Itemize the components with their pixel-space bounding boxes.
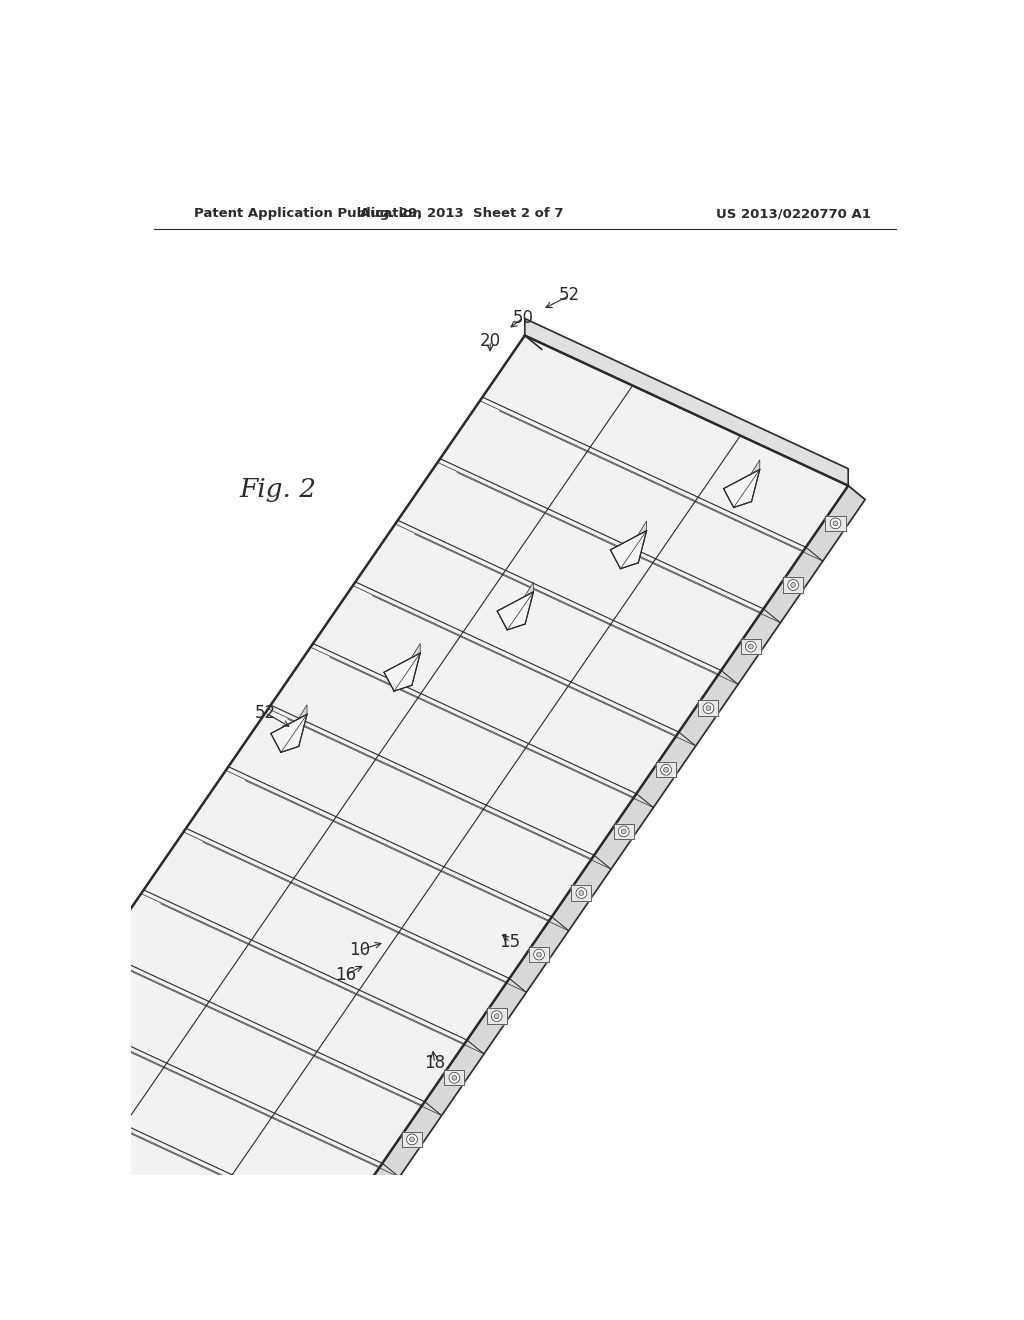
Polygon shape	[384, 653, 420, 692]
Circle shape	[325, 1261, 330, 1265]
Circle shape	[368, 1199, 372, 1204]
Text: 10: 10	[349, 941, 371, 958]
Polygon shape	[394, 643, 420, 692]
Circle shape	[830, 517, 841, 529]
Circle shape	[537, 952, 542, 957]
Polygon shape	[0, 1137, 314, 1300]
Polygon shape	[621, 521, 646, 569]
Circle shape	[745, 642, 756, 652]
Polygon shape	[298, 486, 865, 1300]
Polygon shape	[733, 459, 760, 507]
Circle shape	[834, 521, 838, 525]
Text: 50: 50	[513, 309, 534, 327]
Circle shape	[322, 1257, 333, 1269]
Polygon shape	[486, 1008, 507, 1024]
Circle shape	[410, 1137, 415, 1142]
Circle shape	[449, 1072, 460, 1084]
Circle shape	[407, 1134, 418, 1144]
Polygon shape	[524, 318, 848, 486]
Text: 18: 18	[424, 1055, 445, 1072]
Polygon shape	[0, 335, 848, 1287]
Circle shape	[577, 887, 587, 899]
Polygon shape	[656, 762, 676, 777]
Circle shape	[534, 949, 545, 960]
Circle shape	[622, 829, 626, 834]
Polygon shape	[444, 1071, 464, 1085]
Circle shape	[791, 582, 796, 587]
Polygon shape	[698, 701, 719, 715]
Circle shape	[579, 891, 584, 895]
Polygon shape	[740, 639, 761, 655]
Circle shape	[703, 702, 714, 714]
Polygon shape	[359, 1193, 380, 1209]
Circle shape	[452, 1076, 457, 1080]
Polygon shape	[402, 1131, 422, 1147]
Polygon shape	[281, 705, 307, 752]
Circle shape	[787, 579, 799, 590]
Polygon shape	[270, 714, 307, 752]
Text: 15: 15	[500, 933, 521, 952]
Text: 20: 20	[479, 331, 501, 350]
Circle shape	[706, 706, 711, 710]
Polygon shape	[724, 470, 760, 507]
Text: Patent Application Publication: Patent Application Publication	[194, 207, 422, 220]
Polygon shape	[610, 531, 646, 569]
Text: Aug. 29, 2013  Sheet 2 of 7: Aug. 29, 2013 Sheet 2 of 7	[359, 207, 563, 220]
Text: US 2013/0220770 A1: US 2013/0220770 A1	[716, 207, 870, 220]
Circle shape	[660, 764, 672, 775]
Circle shape	[495, 1014, 499, 1019]
Circle shape	[365, 1196, 375, 1206]
Text: 52: 52	[559, 286, 580, 305]
Polygon shape	[529, 946, 549, 962]
Text: Fig. 2: Fig. 2	[240, 477, 316, 502]
Text: 52: 52	[255, 704, 275, 722]
Polygon shape	[498, 591, 534, 630]
Polygon shape	[825, 516, 846, 531]
Polygon shape	[571, 886, 592, 900]
Circle shape	[664, 767, 669, 772]
Polygon shape	[783, 577, 803, 593]
Polygon shape	[507, 582, 534, 630]
Circle shape	[492, 1011, 502, 1022]
Polygon shape	[613, 824, 634, 840]
Text: 16: 16	[336, 966, 356, 983]
Circle shape	[618, 826, 629, 837]
Circle shape	[749, 644, 754, 649]
Polygon shape	[317, 1255, 337, 1270]
